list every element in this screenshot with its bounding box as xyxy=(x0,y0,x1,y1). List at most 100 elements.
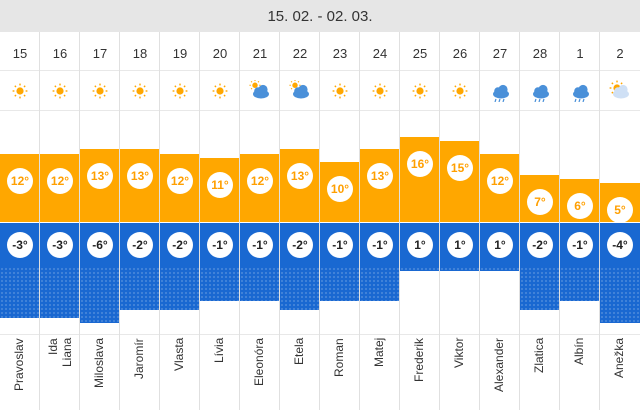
max-temp-label: 13° xyxy=(367,163,393,190)
min-temp-label: -1° xyxy=(367,232,393,258)
sun-icon xyxy=(208,80,232,102)
sun-icon xyxy=(88,80,112,102)
column-divider xyxy=(199,32,200,410)
max-temp-label: 13° xyxy=(287,163,313,190)
day-column[interactable]: 16 12° -3° Ida Liana xyxy=(39,32,80,410)
column-divider xyxy=(559,32,560,410)
sun-icon xyxy=(168,80,192,102)
day-column[interactable]: 25 16° 1° Frederik xyxy=(399,32,440,410)
sun-icon xyxy=(128,80,152,102)
day-column[interactable]: 18 13° -2° Jaromír xyxy=(119,32,160,410)
min-temp-texture xyxy=(280,267,320,310)
min-temp-label: -1° xyxy=(247,232,273,258)
day-column[interactable]: 21 12° -1° Eleonóra xyxy=(239,32,280,410)
day-column[interactable]: 22 13° -2° Etela xyxy=(279,32,320,410)
min-temp-bar xyxy=(440,223,480,271)
day-number: 23 xyxy=(332,46,348,61)
nameday-label: Eleonóra xyxy=(252,338,266,387)
sun-icon xyxy=(328,80,352,102)
column-divider xyxy=(79,32,80,410)
date-range-header: 15. 02. - 02. 03. xyxy=(0,0,640,32)
min-temp-texture xyxy=(600,267,640,323)
rain-cloud-icon xyxy=(528,80,552,103)
min-temp-texture xyxy=(480,267,520,271)
nameday-label: Jaromír xyxy=(132,338,146,379)
sun-icon xyxy=(448,80,472,102)
nameday-label: Anežka xyxy=(612,338,626,379)
max-temp-label: 12° xyxy=(47,167,73,194)
min-temp-texture xyxy=(160,267,200,310)
max-temp-label: 16° xyxy=(407,150,433,177)
min-temp-label: -3° xyxy=(7,232,33,258)
column-divider xyxy=(159,32,160,410)
day-number: 22 xyxy=(292,46,308,61)
min-temp-label: 1° xyxy=(447,232,473,258)
day-column[interactable]: 27 12° 1° Alexander xyxy=(479,32,520,410)
max-temp-label: 6° xyxy=(567,192,593,219)
min-temp-bar xyxy=(0,223,40,319)
max-temp-label: 10° xyxy=(327,176,353,202)
nameday-label: Matej xyxy=(372,338,386,368)
column-divider xyxy=(479,32,480,410)
nameday-label: Viktor xyxy=(452,338,466,369)
max-temp-label: 5° xyxy=(607,197,633,223)
day-number: 15 xyxy=(12,46,28,61)
min-temp-bar xyxy=(80,223,120,323)
column-divider xyxy=(519,32,520,410)
min-temp-bar xyxy=(200,223,240,302)
min-temp-bar xyxy=(280,223,320,310)
min-temp-label: -1° xyxy=(567,232,593,258)
max-temp-label: 7° xyxy=(527,188,553,215)
max-temp-label: 13° xyxy=(127,163,153,190)
min-temp-texture xyxy=(240,267,280,302)
nameday-label: Alexander xyxy=(492,338,506,393)
max-temp-label: 12° xyxy=(487,167,513,194)
day-number: 1 xyxy=(576,46,584,61)
column-divider xyxy=(399,32,400,410)
day-column[interactable]: 28 7° -2° Zlatica xyxy=(519,32,560,410)
min-temp-label: -2° xyxy=(527,232,553,258)
min-temp-label: -2° xyxy=(127,232,153,258)
day-number: 26 xyxy=(452,46,468,61)
day-column[interactable]: 1 6° -1° Albín xyxy=(559,32,600,410)
day-column[interactable]: 2 5° -4° Anežka xyxy=(599,32,640,410)
date-range-label: 15. 02. - 02. 03. xyxy=(267,7,373,25)
partly-cloudy-icon xyxy=(288,79,312,102)
day-number: 19 xyxy=(172,46,188,61)
min-temp-texture xyxy=(400,267,440,271)
partly-cloudy-icon xyxy=(248,79,272,102)
max-temp-label: 12° xyxy=(167,167,193,194)
column-divider xyxy=(239,32,240,410)
day-column[interactable]: 20 11° -1° Lívia xyxy=(199,32,240,410)
min-temp-texture xyxy=(120,267,160,310)
min-temp-label: -1° xyxy=(207,232,233,258)
min-temp-bar xyxy=(520,223,560,310)
column-divider xyxy=(279,32,280,410)
sun-icon xyxy=(408,80,432,102)
day-column[interactable]: 17 13° -6° Miloslava xyxy=(79,32,120,410)
day-column[interactable]: 26 15° 1° Viktor xyxy=(439,32,480,410)
min-temp-label: -6° xyxy=(87,232,113,258)
min-temp-bar xyxy=(600,223,640,323)
day-column[interactable]: 19 12° -2° Vlasta xyxy=(159,32,200,410)
max-temp-label: 11° xyxy=(207,171,233,198)
nameday-label: Lívia xyxy=(212,338,226,364)
min-temp-bar xyxy=(120,223,160,310)
min-temp-texture xyxy=(200,267,240,302)
sun-cloud-icon xyxy=(608,80,632,102)
min-temp-label: 1° xyxy=(487,232,513,258)
min-temp-texture xyxy=(520,267,560,310)
nameday-label: Pravoslav xyxy=(12,338,26,391)
nameday-label: Miloslava xyxy=(92,338,106,389)
column-divider xyxy=(599,32,600,410)
nameday-label: Vlasta xyxy=(172,338,186,372)
rain-cloud-icon xyxy=(568,80,592,103)
day-column[interactable]: 24 13° -1° Matej xyxy=(359,32,400,410)
max-temp-label: 15° xyxy=(447,155,473,181)
max-temp-label: 12° xyxy=(7,167,33,194)
column-divider xyxy=(359,32,360,410)
day-column[interactable]: 15 12° -3° Pravoslav xyxy=(0,32,40,410)
nameday-label: Etela xyxy=(292,338,306,366)
day-column[interactable]: 23 10° -1° Roman xyxy=(319,32,360,410)
min-temp-label: -1° xyxy=(327,232,353,258)
